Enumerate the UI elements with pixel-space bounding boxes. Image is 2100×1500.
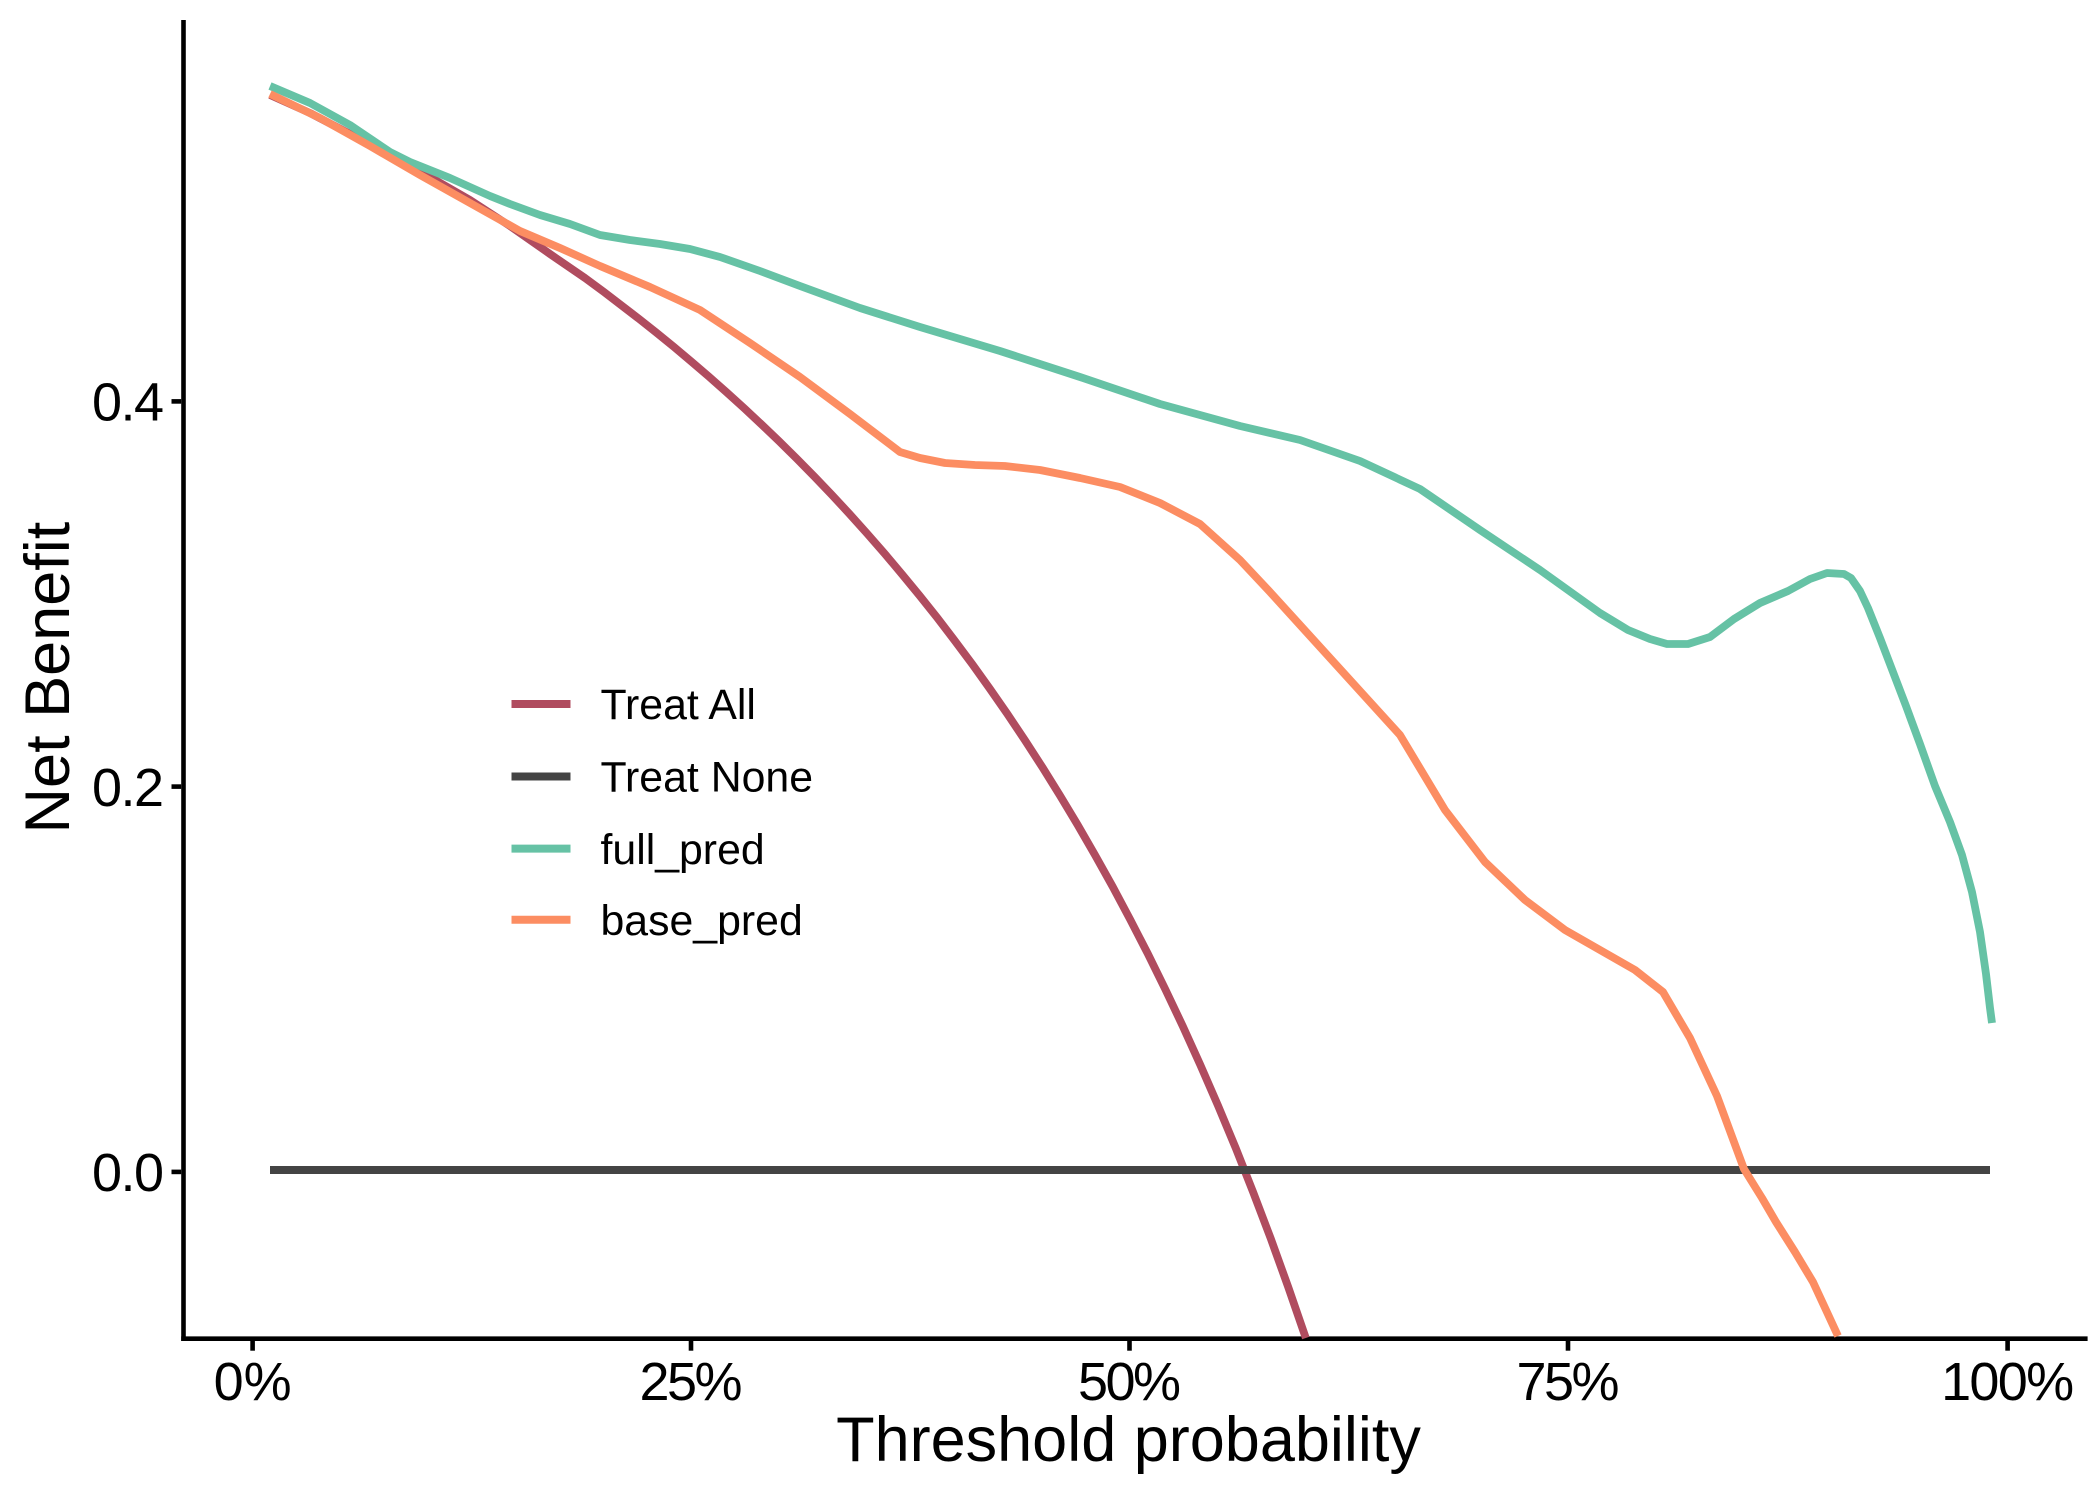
svg-text:0.2: 0.2: [92, 758, 164, 818]
svg-text:full_pred: full_pred: [601, 826, 765, 874]
svg-text:100%: 100%: [1941, 1352, 2074, 1412]
svg-text:Treat None: Treat None: [601, 754, 814, 802]
svg-text:0.4: 0.4: [92, 373, 164, 433]
svg-text:75%: 75%: [1517, 1352, 1620, 1412]
svg-text:Treat All: Treat All: [601, 681, 756, 729]
svg-text:base_pred: base_pred: [601, 897, 803, 945]
svg-text:Net Benefit: Net Benefit: [13, 521, 83, 833]
svg-text:50%: 50%: [1078, 1352, 1181, 1412]
svg-text:0.0: 0.0: [92, 1143, 164, 1203]
svg-text:0%: 0%: [214, 1352, 292, 1412]
svg-text:25%: 25%: [640, 1352, 743, 1412]
svg-text:Threshold probability: Threshold probability: [836, 1405, 1421, 1475]
